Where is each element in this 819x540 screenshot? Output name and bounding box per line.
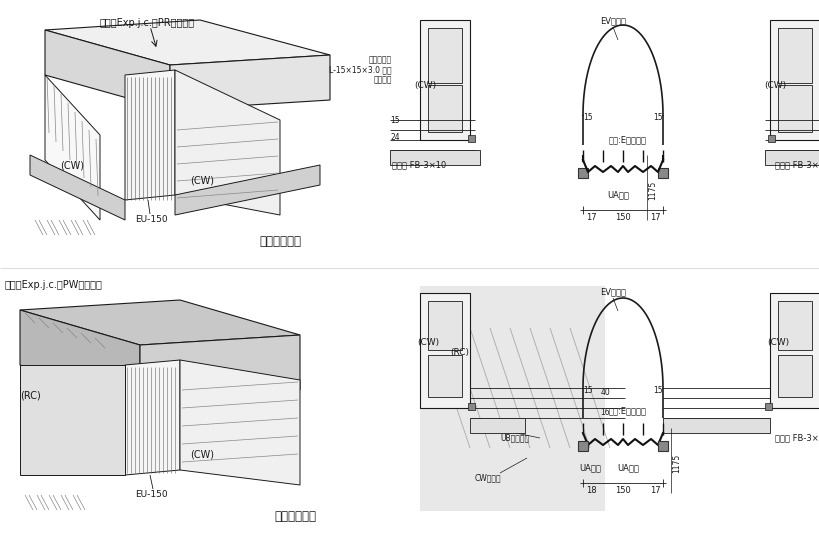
Text: (CW): (CW) — [763, 80, 785, 90]
Polygon shape — [124, 360, 180, 475]
Polygon shape — [170, 55, 329, 110]
Bar — [428, 28, 461, 83]
Text: （見下げ図）: （見下げ図） — [259, 235, 301, 248]
Bar — [657, 441, 667, 451]
Polygon shape — [20, 365, 124, 475]
Text: UA見切: UA見切 — [606, 190, 628, 199]
Polygon shape — [140, 335, 300, 400]
Text: 1175: 1175 — [647, 180, 656, 200]
Text: 屋根用Exp.j.c.（PRタイプ）: 屋根用Exp.j.c.（PRタイプ） — [100, 18, 195, 28]
Text: 外壁:Eシリーズ: 外壁:Eシリーズ — [609, 135, 646, 144]
Text: EVシート: EVシート — [600, 287, 625, 296]
Text: （見上げ図）: （見上げ図） — [274, 510, 315, 523]
Text: 17: 17 — [585, 213, 595, 222]
Bar — [769, 20, 819, 140]
Bar — [663, 418, 769, 433]
Polygon shape — [30, 155, 124, 220]
Text: (CW): (CW) — [766, 339, 788, 348]
Text: EU-150: EU-150 — [135, 490, 167, 499]
Bar — [657, 168, 667, 178]
Text: (CW): (CW) — [414, 80, 436, 90]
Text: 15: 15 — [653, 113, 662, 122]
Text: UBホルダー: UBホルダー — [500, 433, 529, 442]
Polygon shape — [174, 165, 319, 215]
Bar — [428, 85, 461, 132]
Polygon shape — [45, 20, 329, 65]
Bar — [764, 150, 819, 165]
Polygon shape — [174, 70, 279, 215]
Text: 17: 17 — [649, 486, 659, 495]
Polygon shape — [45, 30, 170, 110]
Bar — [777, 301, 811, 350]
Text: アルミ FB-3×10: アルミ FB-3×10 — [774, 434, 819, 442]
Text: 150: 150 — [614, 486, 630, 495]
Text: 15: 15 — [582, 113, 592, 122]
Text: (RC): (RC) — [450, 348, 468, 357]
Bar — [769, 293, 819, 408]
Bar — [777, 85, 811, 132]
Polygon shape — [20, 310, 140, 400]
Bar — [767, 135, 774, 142]
Text: 15: 15 — [653, 386, 662, 395]
Text: 40: 40 — [600, 388, 609, 397]
Text: 15: 15 — [390, 116, 400, 125]
Polygon shape — [124, 70, 174, 200]
Text: CW仕上面: CW仕上面 — [474, 473, 501, 482]
Bar — [419, 286, 604, 511]
Text: EVシート: EVシート — [600, 16, 625, 25]
Bar — [419, 20, 469, 140]
Text: 150: 150 — [614, 213, 630, 222]
Polygon shape — [180, 360, 300, 485]
Text: 16: 16 — [600, 408, 609, 417]
Bar — [390, 150, 479, 165]
Bar — [468, 135, 474, 142]
Text: アルミ形材
L-15×15×3.0 通し
（別途）: アルミ形材 L-15×15×3.0 通し （別途） — [329, 55, 391, 85]
Text: (CW): (CW) — [190, 175, 214, 185]
Bar — [428, 355, 461, 397]
Bar — [777, 355, 811, 397]
Bar — [764, 403, 771, 410]
Text: (CW): (CW) — [60, 160, 84, 170]
Bar — [469, 418, 524, 433]
Text: 15: 15 — [582, 386, 592, 395]
Bar — [777, 28, 811, 83]
Text: 1175: 1175 — [672, 454, 680, 472]
Text: アルミ FB-3×10: アルミ FB-3×10 — [774, 160, 819, 170]
Bar — [577, 168, 587, 178]
Text: (CW): (CW) — [416, 339, 438, 348]
Text: 24: 24 — [390, 132, 400, 141]
Polygon shape — [20, 300, 300, 345]
Text: UA見切: UA見切 — [617, 463, 638, 472]
Bar — [419, 293, 469, 408]
Text: UA見切: UA見切 — [578, 463, 600, 472]
Text: 18: 18 — [585, 486, 595, 495]
Text: (CW): (CW) — [190, 450, 214, 460]
Text: 屋根用Exp.j.c.（PWタイプ）: 屋根用Exp.j.c.（PWタイプ） — [5, 280, 102, 290]
Text: 外壁:Eシリーズ: 外壁:Eシリーズ — [609, 406, 646, 415]
Text: アルミ FB-3×10: アルミ FB-3×10 — [391, 160, 446, 170]
Bar — [577, 441, 587, 451]
Bar — [428, 301, 461, 350]
Polygon shape — [45, 75, 100, 220]
Text: EU-150: EU-150 — [135, 215, 167, 224]
Text: 17: 17 — [649, 213, 659, 222]
Bar — [468, 403, 474, 410]
Text: (RC): (RC) — [20, 390, 41, 400]
